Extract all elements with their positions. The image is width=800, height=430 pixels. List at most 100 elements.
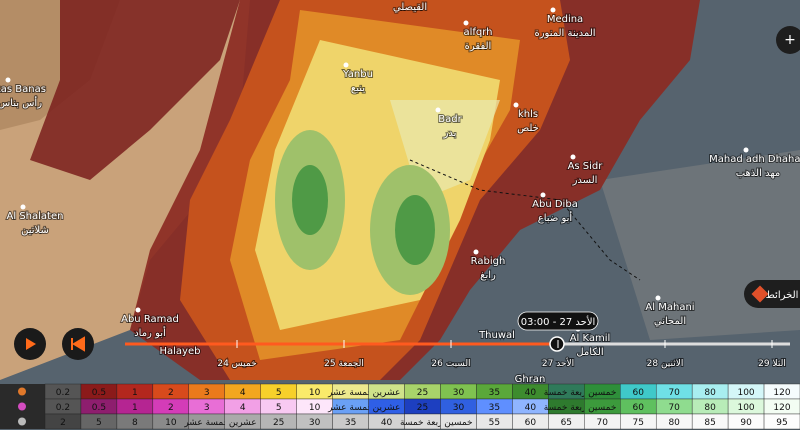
place-name: Ghran [515, 374, 546, 385]
legend-label: 25 [417, 388, 428, 398]
place-name-ar: ينبع [351, 83, 365, 94]
legend-icon [18, 387, 26, 396]
place-name-ar: رأس بناس [0, 96, 42, 109]
place-name-ar: الفقرة [465, 41, 492, 52]
legend-label: 4 [240, 388, 246, 398]
places: Medina المدينة المنورة alfqrh الفقرة Yanbu ين… [0, 1, 800, 386]
legend-label: 0.5 [92, 403, 106, 413]
place-name: alfqrh [463, 27, 492, 38]
zoom-button[interactable] [776, 26, 800, 54]
legend-label: 70 [668, 388, 680, 398]
legend-label: 2 [168, 388, 174, 398]
place-dot [5, 77, 11, 83]
legend-label: 70 [668, 403, 680, 413]
place-dot [570, 154, 576, 160]
legend-label: 35 [345, 418, 356, 428]
place-name: Abu Diba [532, 199, 578, 210]
place-name: Al Kamil [570, 333, 611, 344]
legend-label: عشرين [373, 403, 401, 413]
legend-label: أربعة خمسة [400, 416, 445, 428]
place-name-ar: السدر [572, 175, 598, 186]
legend-label: 25 [417, 403, 428, 413]
play-icon [26, 338, 36, 350]
legend-label: خمسين [444, 418, 472, 428]
legend-label: 0.2 [56, 388, 70, 398]
place-dot [473, 249, 479, 255]
legend-label: 5 [96, 418, 102, 428]
legend-label: 0.5 [92, 388, 106, 398]
place-name-ar: رابغ [480, 270, 496, 281]
day-label: الثلا 29 [758, 359, 786, 369]
rewind-icon [71, 336, 85, 352]
legend-label: 8 [132, 418, 138, 428]
place-name-ar: المحاني [654, 316, 686, 327]
time-tooltip-text: الأحد 27 - 03:00 [521, 315, 596, 328]
legend-label: 120 [773, 388, 790, 398]
timeline-knob[interactable] [549, 336, 565, 352]
place-dot [135, 307, 141, 313]
place-name-ar: أبو ضباع [538, 211, 573, 224]
precip-green-dark [395, 195, 435, 265]
legend-label: 2 [168, 403, 174, 413]
legend-label: 10 [309, 403, 321, 413]
border [409, 159, 641, 281]
legend-icon [18, 417, 26, 426]
legend-label: 85 [704, 418, 715, 428]
legend-label: 70 [597, 418, 609, 428]
legend-label: 10 [165, 418, 177, 428]
legend-label: 60 [632, 403, 644, 413]
layers-button[interactable] [744, 280, 800, 308]
layers-label: الخرائط [766, 290, 799, 301]
place-name-ar: خلص [517, 123, 539, 134]
place-dot [513, 102, 519, 108]
day-label: الأحد 27 [542, 357, 574, 369]
day-label: السبت 26 [431, 359, 470, 369]
legend-label: 60 [632, 388, 644, 398]
legend-label: 30 [309, 418, 321, 428]
place-dot [463, 20, 469, 26]
legend-label: أربعة خمسة [544, 401, 589, 413]
place-dot [343, 62, 349, 68]
place-name: Badr [438, 114, 462, 125]
legend-label: خمسة عشر [327, 388, 373, 398]
legend-label: 0.2 [56, 403, 70, 413]
legend-label: 80 [704, 403, 716, 413]
legend-label: 3 [204, 388, 210, 398]
place-name: Ras Banas [0, 84, 46, 95]
legend-label: 5 [276, 403, 282, 413]
legend-label: 80 [704, 388, 716, 398]
layers-icon [751, 285, 769, 303]
legend-label: 40 [525, 388, 537, 398]
legend-label: خمسين [588, 403, 616, 413]
legend-label: 1 [132, 403, 138, 413]
place-name: Abu Ramad [121, 314, 179, 325]
place-name-ar: أبو رماد [134, 326, 166, 339]
day-label: الجمعة 25 [324, 359, 364, 369]
place-name: Medina [547, 14, 583, 25]
legend-label: 5 [276, 388, 282, 398]
legend-label: 25 [273, 418, 284, 428]
place-name: Halayeb [160, 346, 201, 357]
legend-label: 80 [668, 418, 680, 428]
zoom-icon: + [784, 32, 796, 48]
place-name: القيصلي [393, 2, 427, 13]
place-dot [655, 295, 661, 301]
legend-label: أربعة خمسة [544, 386, 589, 398]
place-name: Rabigh [471, 256, 506, 267]
legend-label: 35 [489, 388, 500, 398]
legend-label: عشرين [373, 388, 401, 398]
legend-label: 95 [776, 418, 787, 428]
legend-label: 120 [773, 403, 790, 413]
legend-label: 35 [489, 403, 500, 413]
place-name-ar: المدينة المنورة [534, 28, 595, 39]
place-dot [550, 7, 556, 13]
place-name-ar: شلاتين [21, 225, 49, 236]
legend-label: خمسة عشر [327, 403, 373, 413]
place-name: As Sidr [568, 161, 604, 172]
legend-label: عشرين [229, 418, 257, 428]
legend-label: 40 [381, 418, 393, 428]
day-label: خميس 24 [217, 359, 256, 369]
place-name: Thuwal [478, 330, 515, 341]
